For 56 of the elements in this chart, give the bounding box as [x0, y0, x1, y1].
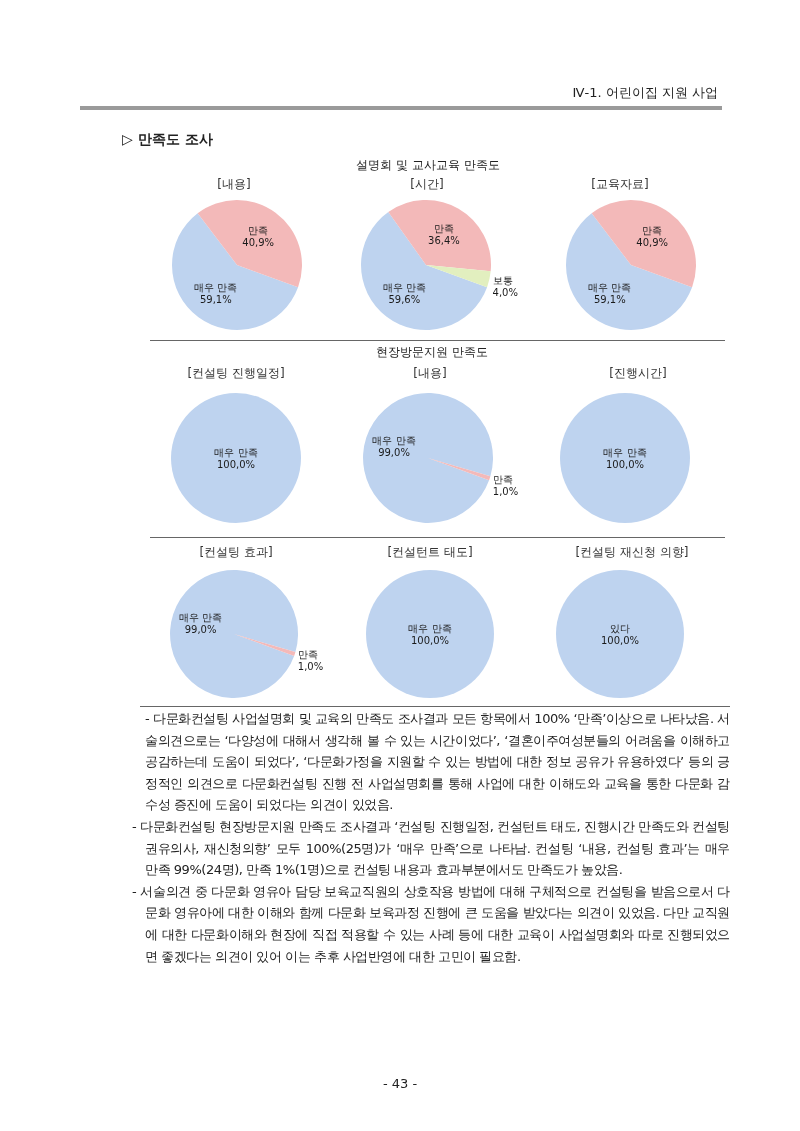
chart-title: [내용] [217, 176, 251, 192]
slice-label: 매우 만족 [408, 622, 452, 634]
data-label: 100,0% [410, 634, 450, 646]
chart-title: [컨설팅 재신청 의향] [575, 544, 689, 560]
data-label: 1,0% [297, 661, 324, 673]
slice-label: 매우 만족 [382, 281, 426, 293]
data-label: 40,9% [636, 236, 669, 248]
slice-label: 만족 [297, 649, 318, 661]
chart-title: [컨설턴트 태도] [387, 544, 473, 560]
chart-title: [내용] [413, 365, 447, 381]
data-label: 100,0% [216, 458, 256, 470]
text: - 다문화컨설팅 현장방문지원 만족도 조사결과 ‘컨설팅 진행일정, 컨설턴트 태도, 진행시간 만족도와 컨설팅 권유의사, 재신청의향’ 모두 100%(25명)가 ‘매우 만족’으로 나타남. 컨설팅 ‘내용, 컨설팅 효과’는 매우 만족 99%(24명), 만족 1%(1명)으로 컨설팅 내용과 효과부분에서도 만족도가 높았음. [132, 817, 730, 880]
slice-label: 매우 만족 [588, 282, 632, 294]
pie-slice [172, 213, 299, 330]
slice-label: 매우 만족 [372, 435, 416, 447]
slice-label: 매우 만족 [194, 282, 238, 294]
data-label: 59,6% [388, 293, 421, 305]
data-label: 36,4% [428, 234, 460, 246]
text: Ⅳ-1. 어린이집 지원 사업 [572, 85, 718, 101]
pie-slice [428, 458, 491, 481]
chart-title: [컨설팅 진행일정] [187, 365, 285, 381]
data-label: 100,0% [600, 634, 640, 646]
data-label: 4,0% [492, 286, 518, 298]
slice-label: 매우 만족 [214, 446, 258, 458]
slice-label: 매우 만족 [603, 446, 647, 458]
chart-title: [컨설팅 효과] [199, 544, 273, 560]
text: ▷ 만족도 조사 [122, 131, 213, 147]
data-label: 59,1% [593, 294, 626, 306]
data-label: 1,0% [492, 485, 519, 497]
chart-title: [시간] [410, 176, 444, 192]
pie-slice [170, 570, 298, 698]
chart-title: [진행시간] [609, 365, 667, 381]
text: - 서술의견 중 다문화 영유아 담당 보육교직원의 상호작용 방법에 대해 구체적으로 컨설팅을 받음으로서 다문화 영유아에 대한 이해와 함께 다문화 보육과정 진행에 큰 도움을 받았다는 의견이 있었음. 다만 교직원에 대한 다문화이해와 현장에 직접 적용할 수 있는 사례 등에 대한 교육이 사업설명회와 따로 진행되었으면 좋겠다는 의견이 있어 이는 추후 사업반영에 대한 고민이 필요함. [132, 882, 730, 966]
text: 현장방문지원 만족도 [376, 344, 488, 360]
data-label: 99,0% [184, 623, 217, 635]
pie-slice [388, 200, 491, 272]
text: 설명회 및 교사교육 만족도 [356, 157, 500, 173]
text: - 43 - [382, 1076, 418, 1092]
data-label: 100,0% [605, 458, 645, 470]
chart-title: [교육자료] [591, 176, 649, 192]
data-label: 40,9% [242, 236, 275, 248]
text: - 다문화컨설팅 사업설명회 및 교육의 만족도 조사결과 모든 항목에서 100% ‘만족’이상으로 나타났음. 서술의견으로는 ‘다양성에 대해서 생각해 볼 수 있는 시간이었다’, ‘결혼이주여성분들의 어려움을 이해하고 공감하는데 도움이 되었다’, ‘다문화가정을 지원할 수 있는 방법에 대한 정보 공유가 유용하였다’ 등의 긍정적인 의견으로 다문화컨설팅 진행 전 사업설명회를 통해 사업에 대한 이해도와 교육을 통한 다문화 감수성 증진에 도움이 되었다는 의견이 있었음. [144, 710, 730, 815]
slice-label: 만족 [248, 224, 269, 236]
slice-label: 보통 [492, 274, 513, 286]
pie-slice [363, 393, 493, 523]
slice-label: 만족 [492, 473, 513, 485]
pie-slice [361, 212, 488, 330]
pie-slice [426, 265, 491, 288]
data-label: 99,0% [378, 447, 410, 459]
pie-slice [566, 213, 693, 330]
slice-label: 매우 만족 [178, 611, 223, 623]
data-label: 59,1% [199, 294, 232, 306]
pie-slice [234, 634, 296, 656]
slice-label: 만족 [433, 222, 454, 234]
slice-label: 있다 [610, 622, 630, 634]
slice-label: 만족 [642, 224, 663, 236]
